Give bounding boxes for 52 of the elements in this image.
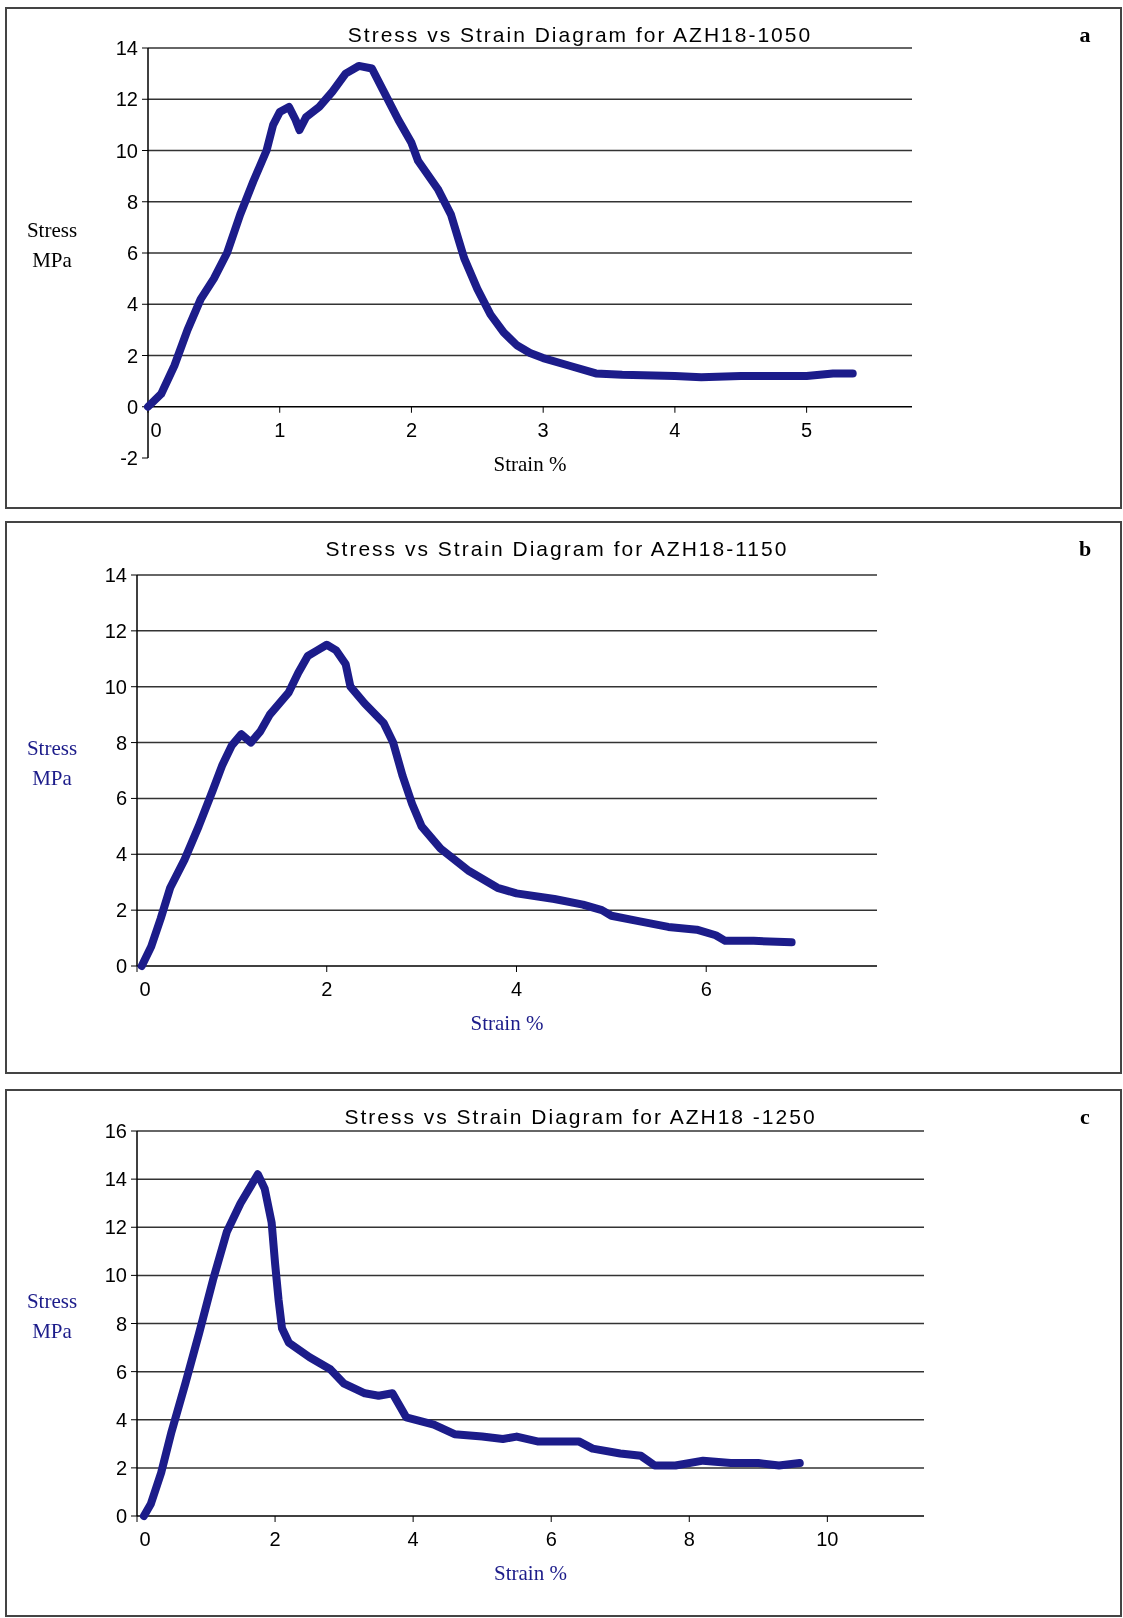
x-axis-title: Strain % (470, 1011, 544, 1035)
x-axis-title: Strain % (494, 1561, 567, 1585)
x-tick-label: 4 (510, 978, 523, 1000)
text: a (1079, 22, 1091, 47)
x-tick-label: 5 (801, 418, 813, 441)
y-axis-title: Stress MPa (26, 1288, 78, 1343)
chart-title: Stress vs Strain Diagram for AZH18-1050 (347, 23, 813, 46)
chart-title: Stress vs Strain Diagram for AZH18-1150 (325, 537, 789, 560)
y-axis-title: Stress MPa (26, 735, 78, 790)
x-tick-label: 0 (150, 418, 162, 441)
x-tick-label: 6 (545, 1528, 557, 1550)
y-tick-label: 2 (115, 899, 127, 922)
y-tick-label: 4 (115, 1408, 127, 1431)
y-tick-label: 8 (126, 190, 138, 213)
x-tick-label: 8 (683, 1528, 695, 1550)
x-tick-label: 2 (269, 1528, 281, 1550)
y-tick-label: 16 (104, 1120, 127, 1142)
x-axis-title: Strain % (493, 451, 567, 476)
y-tick-label: 0 (115, 1505, 127, 1527)
y-tick-label: 10 (104, 1264, 127, 1287)
y-tick-label: 14 (104, 564, 127, 586)
x-tick-label: 2 (405, 418, 418, 441)
x-tick-label: 3 (537, 418, 549, 441)
y-tick-label: 0 (115, 955, 127, 977)
text: c (1080, 1104, 1091, 1129)
y-tick-label: -2 (120, 447, 138, 469)
y-tick-label: 4 (126, 293, 138, 316)
x-tick-label: 4 (669, 418, 681, 441)
text: b (1078, 536, 1092, 561)
y-tick-label: 14 (104, 1168, 127, 1191)
y-tick-label: 0 (126, 395, 138, 418)
y-tick-label: 12 (104, 1216, 127, 1239)
y-tick-label: 6 (115, 787, 127, 810)
y-tick-label: 12 (104, 619, 127, 642)
y-tick-label: 6 (126, 242, 138, 264)
chart-title: Stress vs Strain Diagram for AZH18 -1250 (344, 1105, 817, 1128)
x-tick-label: 6 (700, 978, 712, 1000)
y-tick-label: 2 (126, 344, 138, 367)
x-tick-label: 1 (274, 418, 286, 441)
y-tick-label: 8 (115, 1312, 127, 1335)
y-tick-label: 2 (115, 1456, 127, 1479)
y-tick-label: 10 (104, 675, 127, 698)
y-axis-title: Stress MPa (26, 218, 78, 272)
y-tick-label: 4 (115, 843, 127, 866)
y-tick-label: 6 (115, 1360, 127, 1383)
y-tick-label: 8 (115, 731, 127, 754)
x-tick-label: 4 (407, 1528, 419, 1550)
y-tick-label: 12 (115, 88, 138, 111)
x-tick-label: 10 (816, 1528, 839, 1550)
y-tick-label: 14 (115, 37, 138, 59)
y-tick-label: 10 (115, 139, 138, 162)
x-tick-label: 2 (321, 978, 333, 1000)
